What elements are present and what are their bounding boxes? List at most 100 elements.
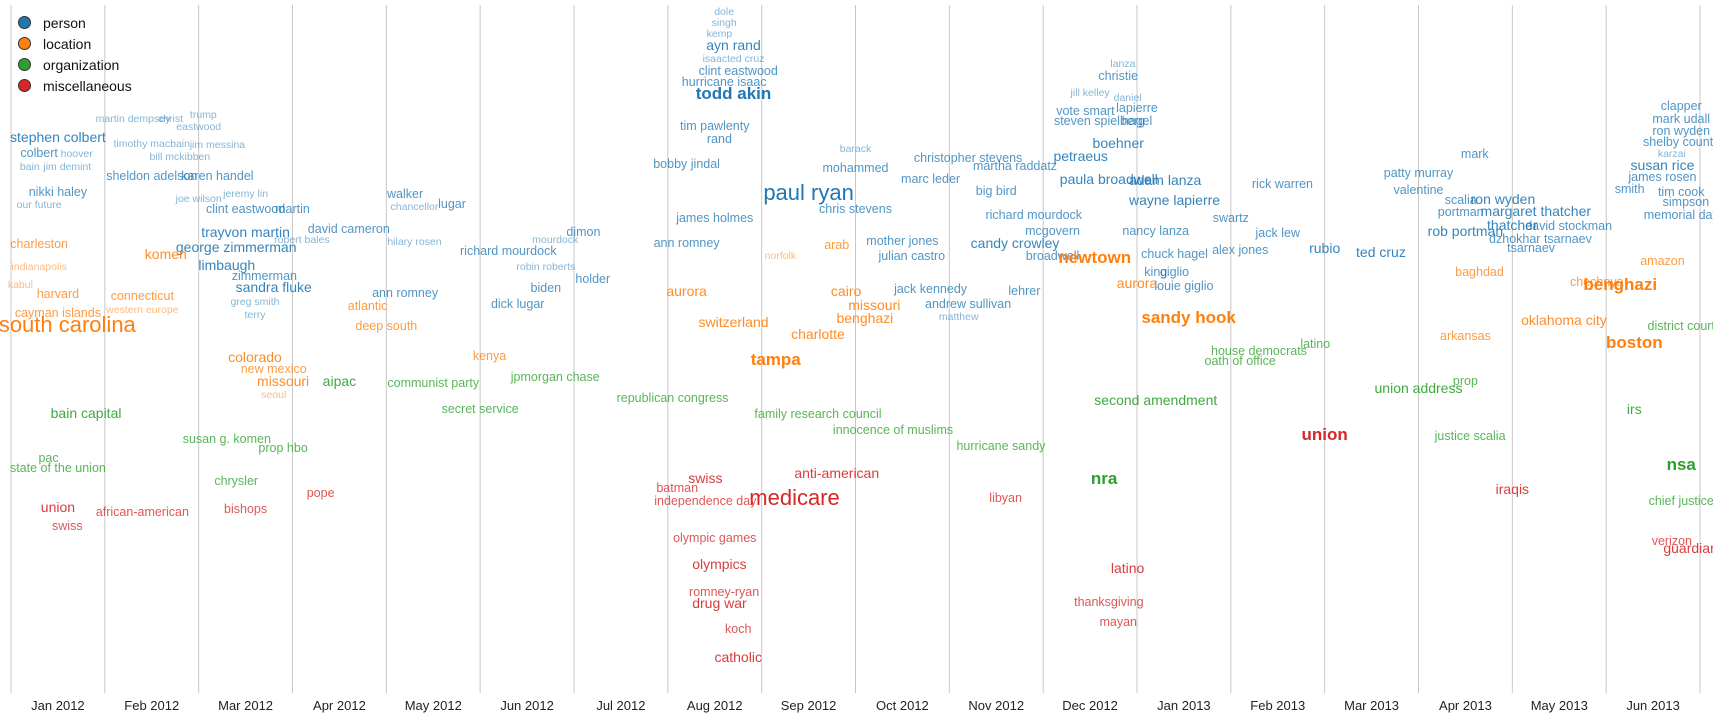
word-organization: house democrats (1211, 344, 1307, 358)
word-person: martin (275, 202, 310, 216)
legend-swatch-person (18, 16, 31, 29)
word-person: mother jones (866, 234, 938, 248)
word-person: colbert (20, 146, 58, 160)
word-person: ted cruz (1356, 244, 1406, 260)
word-person: ann romney (372, 286, 439, 300)
word-person: adam lanza (1129, 172, 1202, 188)
word-organization: bain capital (51, 405, 122, 421)
word-location: arab (824, 238, 849, 252)
word-organization: republican congress (617, 391, 729, 405)
word-location: cayman islands (15, 306, 101, 320)
legend: person location organization miscellaneo… (18, 12, 132, 96)
word-person: rick warren (1252, 177, 1313, 191)
word-location: tampa (751, 350, 802, 369)
word-miscellaneous: swiss (52, 519, 83, 533)
word-person: king (1144, 265, 1167, 279)
word-person: christie (1098, 69, 1138, 83)
word-person: mourdock (532, 234, 579, 246)
word-person: julian castro (877, 249, 945, 263)
word-miscellaneous: koch (725, 622, 751, 636)
word-miscellaneous: pope (307, 486, 335, 500)
word-person: rubio (1309, 240, 1340, 256)
word-person: margaret thatcher (1481, 203, 1592, 219)
word-miscellaneous: batman (656, 481, 698, 495)
legend-label-organization: organization (43, 56, 120, 73)
word-organization: family research council (754, 407, 881, 421)
word-location: seoul (261, 389, 286, 401)
word-person: ayn rand (706, 37, 760, 53)
word-location: deep south (355, 319, 417, 333)
month-label: Dec 2012 (1062, 698, 1118, 713)
legend-item-miscellaneous: miscellaneous (18, 75, 132, 96)
legend-label-person: person (43, 14, 86, 31)
word-location: kabul (8, 279, 33, 291)
word-location: charleston (10, 237, 68, 251)
word-person: paul ryan (763, 180, 854, 205)
word-person: dole (714, 6, 734, 18)
word-person: david stockman (1525, 219, 1612, 233)
month-label: May 2013 (1531, 698, 1588, 713)
word-person: james holmes (675, 211, 753, 225)
word-person: rand (707, 132, 732, 146)
word-person: dzhokhar tsarnaev (1489, 232, 1593, 246)
month-label: Oct 2012 (876, 698, 929, 713)
month-label: Mar 2012 (218, 698, 273, 713)
word-person: richard mourdock (460, 244, 557, 258)
word-person: patty murray (1384, 166, 1454, 180)
word-person: mark udall (1652, 112, 1710, 126)
word-organization: oath of office (1205, 354, 1276, 368)
word-miscellaneous: verizon (1652, 534, 1692, 548)
word-person: karen handel (181, 169, 253, 183)
word-person: christ (158, 113, 183, 125)
word-person: timothy macbain (114, 138, 191, 150)
month-label: Feb 2013 (1250, 698, 1305, 713)
word-person: lanza (1110, 58, 1135, 70)
word-location: benghazi (1583, 275, 1657, 294)
word-person: big bird (976, 184, 1017, 198)
word-person: swartz (1213, 211, 1249, 225)
word-miscellaneous: latino (1111, 560, 1145, 576)
month-label: Jun 2013 (1626, 698, 1680, 713)
word-miscellaneous: african-american (96, 505, 189, 519)
legend-item-organization: organization (18, 54, 132, 75)
word-organization: justice scalia (1434, 429, 1506, 443)
word-person: jim demint (42, 161, 91, 173)
month-label: Jul 2012 (596, 698, 645, 713)
word-organization: district court (1648, 319, 1713, 333)
word-location: indianapolis (11, 261, 66, 273)
month-label: Jun 2012 (500, 698, 554, 713)
word-person: trayvon martin (201, 224, 290, 240)
word-location: atlantic (348, 299, 388, 313)
word-person: holder (575, 272, 610, 286)
word-person: sandra fluke (236, 279, 312, 295)
word-miscellaneous: olympics (692, 556, 746, 572)
word-organization: second amendment (1094, 392, 1217, 408)
word-person: chuck hagel (1141, 247, 1208, 261)
word-person: george zimmerman (176, 239, 297, 255)
word-miscellaneous: drug war (692, 595, 747, 611)
legend-swatch-organization (18, 58, 31, 71)
month-label: Apr 2013 (1439, 698, 1492, 713)
word-location: new mexico (241, 362, 307, 376)
word-location: amazon (1640, 254, 1685, 268)
word-person: simpson (1663, 195, 1710, 209)
word-person: rob portman (1428, 223, 1503, 239)
word-location: oklahoma city (1521, 312, 1607, 328)
word-location: chechnya (1570, 275, 1624, 289)
word-miscellaneous: union (1302, 425, 1348, 444)
word-person: wayne lapierre (1128, 192, 1220, 208)
word-person: mark (1461, 147, 1490, 161)
word-person: hoover (61, 148, 94, 160)
word-person: ron wyden (1471, 191, 1536, 207)
word-person: bain (20, 161, 40, 173)
word-organization: nsa (1667, 455, 1697, 474)
word-location: missouri (848, 297, 900, 313)
word-person: jim messina (189, 139, 246, 151)
word-person: martin dempsey (96, 113, 171, 125)
word-organization: chrysler (214, 474, 258, 488)
word-location: arkansas (1440, 329, 1491, 343)
word-person: kemp (707, 28, 733, 40)
word-organization: union address (1375, 380, 1463, 396)
word-person: paula broadwell (1060, 171, 1158, 187)
word-person: eastwood (176, 121, 221, 133)
